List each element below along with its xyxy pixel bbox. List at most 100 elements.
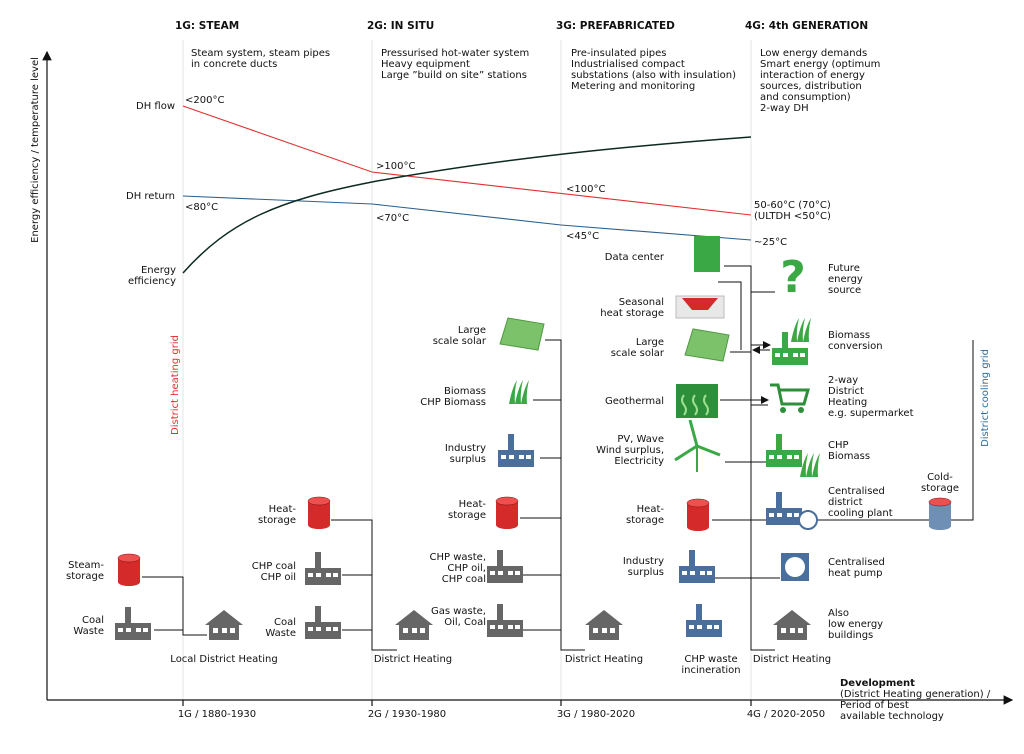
component-label: CHP waste [684, 654, 737, 665]
component-label: Industry [445, 443, 486, 454]
return-label: DH return [126, 191, 175, 202]
factory-window [308, 627, 313, 631]
x-tick-label: 3G / 1980-2020 [557, 709, 635, 720]
factory-icon [305, 552, 341, 585]
component-label: Future [828, 263, 860, 274]
component-label: CHP coal [442, 574, 486, 585]
factory-window [118, 628, 123, 632]
factory-icon [679, 550, 715, 583]
return-temperature: <45°C [566, 231, 599, 242]
cart-icon [770, 383, 810, 406]
factory-window [316, 573, 321, 577]
biomass-icon [806, 453, 814, 477]
network-label: District Heating [565, 654, 643, 665]
cart-wheel [798, 407, 804, 413]
generation-description: Metering and monitoring [571, 81, 695, 92]
factory-icon [686, 604, 722, 637]
biomass-icon [800, 453, 808, 477]
factory-window [515, 625, 520, 629]
x-axis-subtitle: Period of best [840, 700, 909, 711]
component-label: Heating [828, 397, 867, 408]
component-label: Centralised [828, 486, 885, 497]
component-label: Biomass [444, 386, 486, 397]
flow-temperature: (ULTDH <50°C) [754, 211, 831, 222]
house-icon [395, 610, 433, 640]
component-label: Biomass [828, 330, 870, 341]
component-label: storage [258, 515, 296, 526]
factory-window [143, 628, 148, 632]
component-label: Coal [82, 615, 104, 626]
tank-top [495, 496, 519, 506]
factory-window [697, 625, 702, 629]
biomass-icon [515, 380, 523, 404]
component-label: Heat- [459, 499, 487, 510]
factory-window [769, 513, 774, 517]
component-label: Waste [265, 628, 296, 639]
flow-label: DH flow [136, 101, 175, 112]
return-temperature: <80°C [185, 202, 218, 213]
component-label: storage [66, 571, 104, 582]
generation-title: 1G: STEAM [175, 20, 239, 32]
generation-description: Pre-insulated pipes [571, 48, 667, 59]
generation-description: substations (also with insulation) [571, 70, 736, 81]
factory-window [700, 571, 705, 575]
component-label: Electricity [614, 456, 664, 467]
tank-bottom [118, 578, 140, 586]
house-icon [205, 610, 243, 640]
component-label: conversion [828, 341, 883, 352]
component-label: Gas waste, [431, 606, 486, 617]
factory-window [509, 455, 514, 459]
generation-description: interaction of energy [760, 70, 865, 81]
component-label: Steam- [68, 560, 104, 571]
generation-description: Steam system, steam pipes [191, 48, 330, 59]
generation-title: 2G: IN SITU [367, 20, 434, 32]
tank-top [307, 496, 331, 506]
future-source-icon: ? [780, 252, 806, 303]
component-label: district [828, 497, 863, 508]
biomass-icon [812, 453, 820, 477]
network-label: District Heating [374, 654, 452, 665]
tank-top [928, 497, 952, 507]
y-axis-title: Energy efficiency / temperature level [30, 57, 41, 243]
factory-window [777, 455, 782, 459]
house-window [213, 628, 218, 633]
component-label: Cold- [927, 472, 953, 483]
factory-window [498, 625, 503, 629]
factory-window [787, 513, 792, 517]
generation-title: 3G: PREFABRICATED [556, 20, 675, 32]
component-label: storage [448, 510, 486, 521]
biomass-icon [791, 318, 799, 342]
x-tick-label: 1G / 1880-1930 [178, 709, 256, 720]
component-label: Heat- [637, 504, 665, 515]
factory-window [707, 571, 712, 575]
factory-window [316, 627, 321, 631]
efficiency-label: efficiency [128, 276, 176, 287]
x-axis-subtitle: (District Heating generation) / [840, 689, 991, 700]
x-axis-subtitle: available technology [840, 711, 944, 722]
component-label: buildings [828, 630, 873, 641]
factory-window [526, 455, 531, 459]
cooling-grid-label: District cooling grid [980, 349, 991, 447]
tank-top [117, 553, 141, 563]
generation-description: Heavy equipment [381, 59, 470, 70]
cooling-icon [798, 510, 818, 530]
flow-temperature: <200°C [185, 95, 224, 106]
x-axis-title: Development [840, 678, 915, 689]
biomass-icon [509, 380, 517, 404]
component-label: Seasonal [619, 297, 664, 308]
factory-icon [772, 332, 808, 365]
wind-blades [674, 419, 721, 462]
house-icon [585, 610, 623, 640]
factory-window [777, 513, 782, 517]
tank-icon [929, 502, 951, 526]
factory-icon [498, 434, 534, 467]
factory-window [333, 627, 338, 631]
component-label: Large [636, 337, 664, 348]
generation-description: Large ”build on site” stations [381, 70, 527, 81]
generation-description: Pressurised hot-water system [381, 48, 529, 59]
network-lines [142, 265, 974, 651]
factory-window [519, 455, 524, 459]
flow-temperature: 50-60°C (70°C) [754, 200, 831, 211]
component-label: cooling plant [828, 508, 893, 519]
solar-icon [499, 317, 545, 351]
